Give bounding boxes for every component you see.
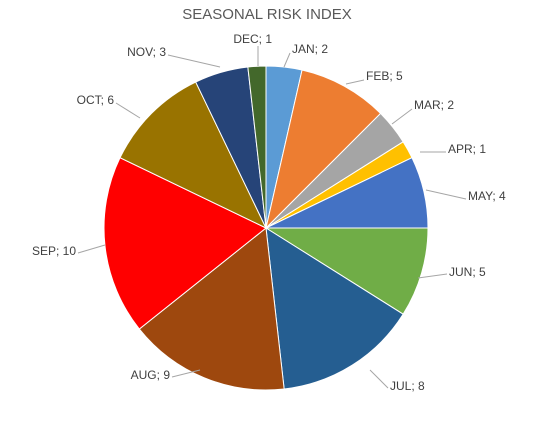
leader-line-jan bbox=[283, 52, 291, 68]
data-label-feb: FEB; 5 bbox=[366, 69, 403, 83]
data-label-mar: MAR; 2 bbox=[414, 98, 454, 112]
data-label-nov: NOV; 3 bbox=[127, 45, 166, 59]
pie-slice-dec bbox=[247, 65, 267, 229]
pie-slice-oct bbox=[119, 81, 268, 230]
leader-line-jul bbox=[369, 369, 389, 389]
data-label-dec: DEC; 1 bbox=[233, 32, 272, 46]
data-label-jul: JUL; 8 bbox=[390, 379, 425, 393]
data-label-aug: AUG; 9 bbox=[131, 368, 171, 382]
data-label-sep: SEP; 10 bbox=[32, 244, 76, 258]
pie-slice-jul bbox=[265, 227, 404, 390]
data-label-jun: JUN; 5 bbox=[449, 265, 486, 279]
pie-slice-jun bbox=[264, 227, 429, 315]
leader-line-nov bbox=[167, 54, 221, 68]
leader-line-oct bbox=[115, 102, 141, 119]
leader-line-may bbox=[425, 189, 467, 200]
leader-line-feb bbox=[345, 79, 365, 85]
leader-line-aug bbox=[171, 369, 201, 378]
leader-line-mar bbox=[391, 108, 413, 125]
leader-line-jun bbox=[417, 273, 448, 279]
data-label-may: MAY; 4 bbox=[468, 189, 506, 203]
data-label-jan: JAN; 2 bbox=[292, 42, 328, 56]
pie-slice-sep bbox=[103, 157, 267, 330]
data-label-apr: APR; 1 bbox=[448, 142, 486, 156]
pie-slice-feb bbox=[265, 69, 382, 230]
leader-line-sep bbox=[77, 244, 106, 254]
data-label-oct: OCT; 6 bbox=[77, 93, 115, 107]
pie-slice-aug bbox=[138, 227, 285, 391]
chart-title: SEASONAL RISK INDEX bbox=[182, 6, 352, 23]
